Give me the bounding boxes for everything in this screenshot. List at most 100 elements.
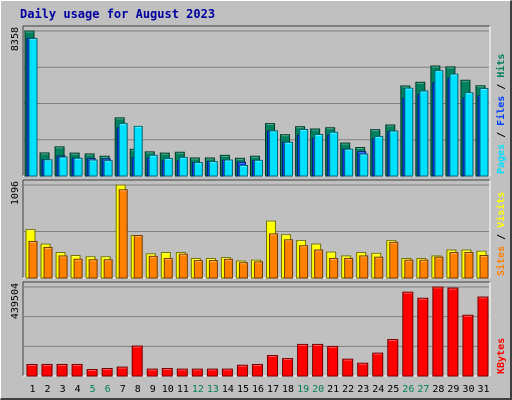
chart-title: Daily usage for August 2023 [20,7,216,21]
bar-kbytes [236,364,248,377]
bar-pages [449,73,459,177]
legend-entry-slash: / [496,78,507,96]
x-tick-label: 9 [150,384,156,395]
bar-kbytes [71,363,83,377]
bar-sites [148,255,158,279]
x-tick-label: 2 [45,384,51,395]
x-tick-label: 29 [447,384,459,395]
legend-entry-slash: / [496,126,507,144]
bar-sites [389,241,399,279]
bar-pages [193,162,203,177]
x-tick-label: 6 [105,384,111,395]
bar-kbytes [56,363,68,377]
bar-sites [449,252,459,279]
x-tick-label: 14 [222,384,234,395]
y-max-label: 1096 [10,181,21,205]
bar-sites [329,257,339,279]
bar-sites [88,259,98,279]
bar-kbytes [477,296,489,377]
bar-kbytes [267,355,279,377]
bar-sites [163,257,173,279]
bar-pages [314,134,324,177]
bar-pages [148,154,158,177]
bar-sites [178,253,188,279]
bar-sites [374,256,384,279]
x-tick-label: 11 [177,384,189,395]
bar-sites [133,235,143,279]
bar-pages [133,125,143,177]
bar-kbytes [402,291,414,377]
bar-sites [43,246,53,279]
x-tick-label: 28 [432,384,444,395]
bar-kbytes [176,368,188,377]
bar-kbytes [327,345,339,377]
bar-sites [238,262,248,279]
bar-sites [359,255,369,279]
bar-sites [28,241,38,279]
bar-sites [434,256,444,279]
x-tick-label: 22 [342,384,354,395]
bar-kbytes [447,287,459,377]
x-tick-label: 26 [402,384,414,395]
bar-pages [163,157,173,177]
bar-sites [269,233,279,279]
bar-pages [238,164,248,177]
legend-entry-hits: Hits [495,54,507,78]
legend-kbytes: KBytes [496,338,507,374]
bar-sites [314,249,324,279]
bar-kbytes [26,363,38,377]
bar-sites [419,259,429,279]
bar-pages [269,130,279,177]
bar-sites [299,245,309,279]
y-max-label: 439504 [10,283,21,319]
x-tick-label: 16 [252,384,264,395]
bar-kbytes [86,369,98,377]
bar-kbytes [282,358,294,377]
bar-pages [88,159,98,177]
bar-kbytes [206,368,218,377]
x-tick-label: 23 [357,384,369,395]
bar-pages [374,135,384,177]
bar-sites [464,252,474,279]
bar-pages [28,38,38,177]
bar-pages [479,88,489,177]
bar-kbytes [101,368,113,377]
bar-pages [419,90,429,177]
bar-kbytes [312,343,324,377]
bar-pages [178,156,188,177]
bar-kbytes [191,368,203,377]
x-tick-label: 12 [192,384,204,395]
bar-kbytes [131,345,143,377]
bar-pages [404,87,414,177]
bar-sites [253,261,263,279]
bar-kbytes [417,297,429,377]
bar-kbytes [372,352,384,377]
bar-kbytes [146,368,158,377]
bar-pages [58,156,68,177]
bar-kbytes [221,368,233,377]
x-tick-label: 19 [297,384,309,395]
bar-kbytes [462,314,474,377]
bar-pages [299,129,309,177]
x-tick-label: 8 [135,384,141,395]
legend-entry-visits: Visits [495,192,507,228]
x-tick-label: 25 [387,384,399,395]
x-tick-label: 18 [282,384,294,395]
bar-pages [208,161,218,177]
bar-sites [284,239,294,279]
bar-kbytes [342,358,354,377]
bar-kbytes [297,343,309,377]
bar-pages [329,131,339,177]
x-tick-label: 13 [207,384,219,395]
x-tick-label: 24 [372,384,384,395]
bar-pages [103,160,113,177]
legend-hits-files-pages: Pages / Files / Hits [495,54,507,174]
legend-entry-kbytes: KBytes [496,338,507,374]
bar-kbytes [41,363,53,377]
bar-sites [208,260,218,279]
x-tick-label: 3 [60,384,66,395]
legend-visits-sites: Sites / Visits [495,192,507,276]
legend-entry-slash: / [496,228,507,246]
bar-kbytes [432,286,444,377]
